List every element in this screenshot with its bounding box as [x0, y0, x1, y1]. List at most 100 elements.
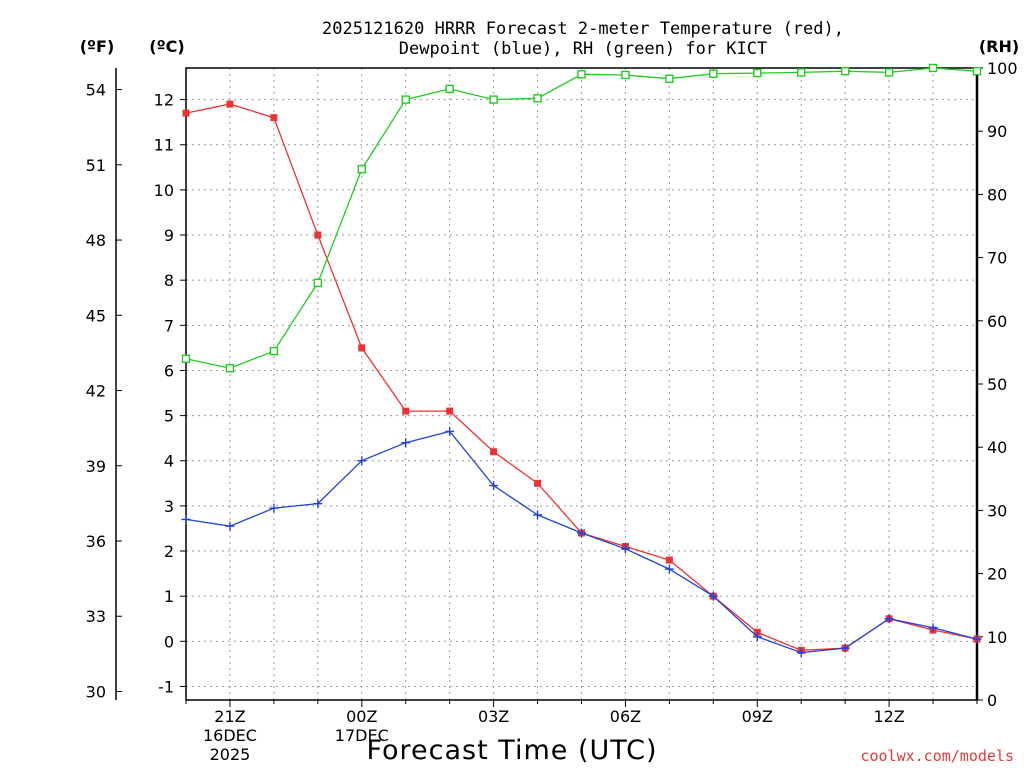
x-tick-label: 12Z: [873, 707, 904, 726]
rh-point: [269, 346, 279, 356]
rh-tick-label: 50: [987, 375, 1007, 394]
celsius-tick-label: 8: [164, 271, 174, 290]
rh-point: [357, 164, 366, 174]
celsius-tick-label: 4: [164, 452, 174, 471]
celsius-tick-label: 11: [154, 136, 174, 155]
celsius-tick-label: 12: [154, 91, 174, 110]
rh-point: [621, 70, 630, 80]
fahrenheit-tick-label: 33: [86, 607, 106, 626]
dewpoint-point: [577, 528, 586, 538]
dewpoint-point: [313, 499, 323, 509]
rh-point: [884, 68, 894, 77]
temperature-point: [490, 448, 498, 456]
dewpoint-point: [972, 634, 982, 644]
rh-point: [489, 95, 498, 104]
temperature-line: [185, 103, 978, 651]
rh-tick-label: 0: [987, 691, 997, 710]
temperature-point: [753, 628, 761, 636]
fahrenheit-tick-label: 54: [86, 81, 106, 100]
dewpoint-point: [445, 426, 455, 436]
rh-point: [577, 70, 586, 79]
dewpoint-point: [489, 481, 499, 491]
plot-frame: [185, 67, 978, 701]
rh-point: [840, 66, 850, 76]
dewpoint-point: [269, 503, 279, 513]
rh-point: [533, 94, 542, 103]
grid-layer: [186, 68, 977, 700]
fahrenheit-tick-label: 45: [86, 306, 106, 325]
celsius-tick-label: 6: [164, 361, 174, 380]
rh-tick-label: 90: [987, 122, 1007, 141]
rh-point: [225, 364, 235, 373]
celsius-tick-label: 3: [164, 497, 174, 516]
celsius-tick-label: 5: [164, 407, 174, 426]
chart-title-line-2: Dewpoint (blue), RH (green) for KICT: [399, 39, 767, 59]
rh-point: [665, 74, 674, 83]
celsius-tick-label: 10: [154, 181, 174, 200]
dewpoint-point: [181, 514, 191, 524]
celsius-tick-label: -1: [158, 677, 174, 696]
axes-layer: -1012345678910111221Z16DEC202500Z17DEC03…: [86, 59, 1018, 764]
dewpoint-point: [884, 614, 894, 624]
x-tick-label: 2025: [210, 745, 251, 764]
fahrenheit-unit-label: (ºF): [80, 37, 115, 56]
rh-point: [797, 68, 806, 77]
rh-point: [181, 354, 191, 363]
celsius-unit-label: (ºC): [149, 37, 184, 56]
x-tick-label: 06Z: [610, 707, 641, 726]
series-layer: [181, 63, 982, 658]
chart-title-line-1: 2025121620 HRRR Forecast 2-meter Tempera…: [322, 19, 844, 39]
dewpoint-point: [357, 456, 367, 466]
x-tick-label: 03Z: [478, 707, 509, 726]
rh-point: [753, 68, 762, 78]
rh-point: [972, 66, 982, 76]
dewpoint-point: [533, 510, 543, 520]
dewpoint-point: [225, 521, 235, 531]
dewpoint-point: [664, 564, 674, 574]
temperature-point: [446, 407, 454, 415]
x-tick-label: 21Z: [214, 707, 245, 726]
rh-point: [313, 278, 323, 288]
rh-point: [928, 63, 938, 73]
temperature-point: [534, 479, 542, 487]
rh-point: [401, 95, 410, 104]
temperature-point: [665, 556, 673, 564]
fahrenheit-tick-label: 48: [86, 231, 106, 250]
dewpoint-point: [928, 623, 938, 633]
dewpoint-point: [796, 648, 806, 658]
rh-point: [445, 84, 454, 94]
dewpoint-point: [840, 643, 850, 653]
fahrenheit-tick-label: 39: [86, 457, 106, 476]
dewpoint-point: [708, 591, 718, 601]
celsius-tick-label: 0: [164, 632, 174, 651]
rh-tick-label: 80: [987, 185, 1007, 204]
temperature-point: [226, 100, 234, 108]
temperature-point: [358, 344, 366, 352]
x-tick-label: 09Z: [742, 707, 773, 726]
celsius-tick-label: 2: [164, 542, 174, 561]
celsius-tick-label: 9: [164, 226, 174, 245]
celsius-tick-label: 7: [164, 316, 174, 335]
dewpoint-point: [752, 632, 762, 642]
fahrenheit-tick-label: 42: [86, 382, 106, 401]
celsius-tick-label: 1: [164, 587, 174, 606]
rh-tick-label: 20: [987, 565, 1007, 584]
dewpoint-point: [620, 544, 630, 554]
rh-point: [709, 69, 718, 78]
fahrenheit-tick-label: 36: [86, 532, 106, 551]
rh-tick-label: 30: [987, 501, 1007, 520]
x-tick-label: 00Z: [346, 707, 377, 726]
x-tick-label: 17DEC: [335, 726, 389, 745]
rh-tick-label: 60: [987, 312, 1007, 331]
rh-tick-label: 10: [987, 628, 1007, 647]
dewpoint-point: [401, 438, 411, 448]
rh-tick-label: 70: [987, 249, 1007, 268]
rh-unit-label: (RH): [979, 37, 1019, 56]
fahrenheit-tick-label: 51: [86, 156, 106, 175]
x-tick-label: 16DEC: [203, 726, 257, 745]
fahrenheit-tick-label: 30: [86, 682, 106, 701]
temperature-point: [402, 407, 410, 415]
temperature-point: [182, 109, 190, 117]
